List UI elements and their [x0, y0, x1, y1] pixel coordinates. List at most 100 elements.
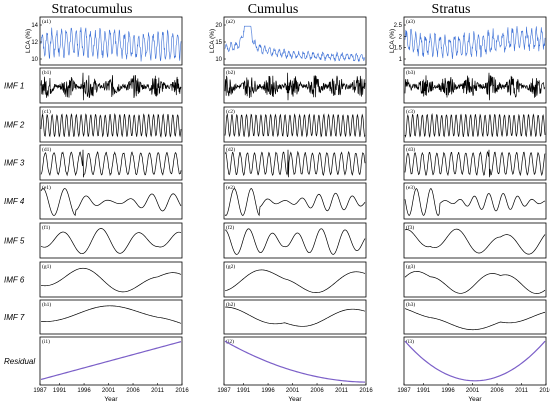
- y-tick-label: 12: [31, 40, 38, 46]
- residual-line: [404, 340, 546, 382]
- imf-line: [225, 149, 366, 178]
- imf-panel: (g1): [39, 261, 183, 298]
- imf-line: [40, 149, 182, 178]
- panel-tag: (b3): [406, 69, 415, 76]
- imf-panel: (f3): [403, 222, 547, 259]
- panel-frame: [223, 222, 367, 259]
- lca-panel: (a2) LCA (%) 10 15 20: [209, 16, 367, 66]
- imf-panel: (h3): [403, 299, 547, 335]
- imf-panel: (g2): [223, 261, 367, 298]
- panel-frame: [403, 67, 547, 104]
- panel-tag: (c2): [226, 108, 235, 115]
- x-axis-label: Year: [468, 396, 482, 403]
- x-tick-label: 1987: [217, 388, 231, 394]
- y-axis-label: LCA (%): [209, 29, 216, 53]
- y-tick-label: 10: [215, 57, 222, 63]
- row-label: IMF 3: [4, 159, 25, 168]
- panel-frame: [403, 261, 547, 298]
- panel-tag: (i1): [42, 338, 50, 345]
- panel-tag: (g2): [226, 263, 235, 270]
- panel-frame: [39, 67, 183, 104]
- panel-frame: [223, 106, 367, 143]
- panel-frame: [223, 299, 367, 335]
- x-tick-label: 2011: [335, 388, 349, 394]
- x-tick-label: 2016: [539, 388, 550, 394]
- imf-panel: (e1): [39, 182, 183, 220]
- imf-line: [404, 187, 546, 216]
- row-label: IMF 5: [4, 237, 25, 246]
- row-label: IMF 1: [4, 82, 24, 91]
- imf-panel: (d1): [39, 144, 183, 181]
- panel-tag: (d1): [42, 146, 51, 153]
- imf-panel: (d3): [403, 144, 547, 181]
- x-tick-label: 2006: [490, 388, 504, 394]
- imf-line: [404, 72, 546, 101]
- x-tick-label: 2011: [515, 388, 529, 394]
- row-label: IMF 6: [4, 276, 25, 285]
- panel-tag: (g1): [42, 263, 51, 270]
- y-axis-label: LCA (%): [389, 29, 396, 53]
- imf-line: [40, 72, 182, 101]
- row-label: IMF 4: [4, 197, 25, 206]
- x-tick-label: 2001: [466, 388, 480, 394]
- y-axis-label: LCA (%): [25, 29, 32, 53]
- panel-tag: (f1): [42, 224, 50, 231]
- x-tick-label: 2006: [310, 388, 324, 394]
- residual-panel: (i2): [223, 336, 367, 386]
- imf-line: [224, 112, 366, 138]
- panel-tag: (e2): [226, 184, 235, 191]
- lca-series-line: [40, 27, 182, 62]
- x-tick-label: 2001: [286, 388, 300, 394]
- panel-tag: (d3): [406, 146, 415, 153]
- imf-panel: (f2): [223, 222, 367, 259]
- column-title: Stratocumulus: [52, 2, 133, 17]
- imf-panel: (c2): [223, 106, 367, 143]
- imf-panel: (e2): [223, 182, 367, 220]
- x-tick-label: 1991: [417, 388, 431, 394]
- x-axis-label: Year: [288, 396, 302, 403]
- panel-tag: (i2): [226, 338, 234, 345]
- panel-frame: [39, 106, 183, 143]
- row-label: IMF 2: [4, 121, 25, 130]
- panel-tag: (b2): [226, 69, 235, 76]
- column-title: Cumulus: [248, 2, 299, 17]
- column-title: Stratus: [432, 2, 471, 17]
- panel-frame: [223, 16, 367, 66]
- panel-frame: [39, 261, 183, 298]
- panel-tag: (a1): [42, 18, 51, 25]
- imf-line: [224, 72, 366, 101]
- y-tick-label: 20: [215, 23, 222, 29]
- panel-frame: [403, 182, 547, 220]
- x-tick-label: 1996: [441, 388, 455, 394]
- lca-series-line: [404, 26, 546, 60]
- imf-panel: (b2): [223, 67, 367, 104]
- imf-panel: (g3): [403, 261, 547, 298]
- panel-tag: (a3): [406, 18, 415, 25]
- imf-line: [40, 188, 182, 217]
- imf-panel: (h1): [39, 299, 183, 335]
- panel-tag: (f3): [406, 224, 414, 231]
- residual-line: [40, 341, 182, 381]
- residual-line: [224, 340, 366, 383]
- imf-line: [404, 149, 546, 178]
- panel-frame: [223, 67, 367, 104]
- residual-panel: (i1): [39, 336, 183, 386]
- panel-tag: (a2): [226, 18, 235, 25]
- panel-tag: (h1): [42, 301, 51, 308]
- y-tick-label: 10: [31, 57, 38, 63]
- panel-frame: [39, 336, 183, 386]
- panel-tag: (i3): [406, 338, 414, 345]
- panel-frame: [403, 299, 547, 335]
- residual-panel: (i3): [403, 336, 547, 386]
- x-tick-label: 2006: [126, 388, 140, 394]
- panel-frame: [403, 144, 547, 181]
- panel-tag: (g3): [406, 263, 415, 270]
- x-axis-label: Year: [104, 396, 118, 403]
- lca-panel: (a3) LCA (%)1 1.5 2 2.5: [389, 16, 547, 66]
- panel-frame: [223, 261, 367, 298]
- x-tick-label: 2001: [102, 388, 116, 394]
- panel-tag: (f2): [226, 224, 234, 231]
- panel-frame: [223, 336, 367, 386]
- y-tick-label: 15: [215, 40, 222, 46]
- imf-panel: (h2): [223, 299, 367, 335]
